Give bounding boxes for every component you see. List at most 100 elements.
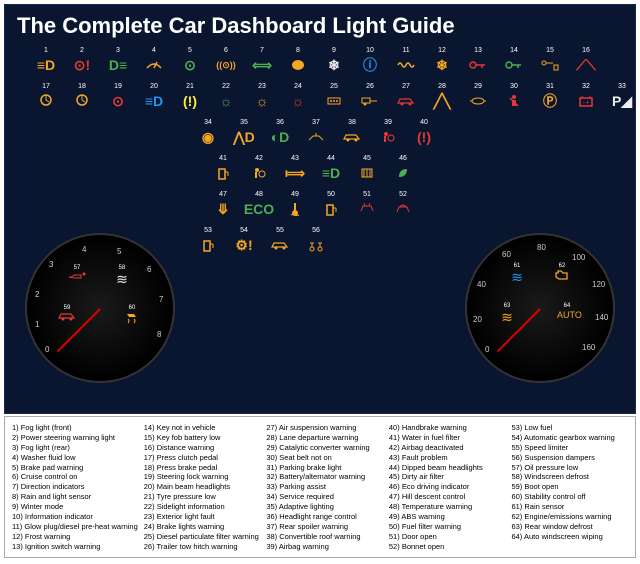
dash-icon-24: 24☼ (285, 83, 311, 111)
legend-item-12: 12) Frost warning (12, 532, 138, 541)
dash-icon-16: 16⟋⟍ (573, 47, 599, 75)
dash-icon-63: 63≋ (497, 303, 517, 326)
dash-icon-5: 5⊙ (177, 47, 203, 75)
legend-item-13: 13) Ignition switch warning (12, 542, 138, 551)
legend-item-48: 48) Temperature warning (389, 502, 506, 511)
legend-item-17: 17) Press clutch pedal (144, 453, 261, 462)
legend-item-64: 64) Auto windscreen wiping (511, 532, 628, 541)
icon-grid: 0123456785758≋5960 020406080100120140160… (5, 43, 635, 403)
tachometer-gauge: 0123456785758≋5960 (25, 233, 175, 383)
dash-icon-8: 8 (285, 47, 311, 75)
legend-item-58: 58) Windscreen defrost (511, 472, 628, 481)
dash-icon-57: 57 (67, 265, 87, 281)
legend-item-9: 9) Winter mode (12, 502, 138, 511)
gauge-tick: 120 (592, 280, 605, 289)
dash-icon-11: 11 (393, 47, 419, 75)
legend-item-35: 35) Adaptive lighting (266, 502, 383, 511)
legend-item-54: 54) Automatic gearbox warning (511, 433, 628, 442)
legend-item-40: 40) Handbrake warning (389, 423, 506, 432)
dash-icon-7: 7⟺ (249, 47, 275, 75)
dash-icon-62: 62 (552, 263, 572, 281)
dash-icon-14: 14 (501, 47, 527, 75)
dash-icon-12: 12❄ (429, 47, 455, 75)
legend-item-44: 44) Dipped beam headlights (389, 463, 506, 472)
legend-item-36: 36) Headlight range control (266, 512, 383, 521)
legend-item-39: 39) Airbag warning (266, 542, 383, 551)
legend-item-63: 63) Rear window defrost (511, 522, 628, 531)
legend-item-49: 49) ABS warning (389, 512, 506, 521)
legend-item-1: 1) Fog light (front) (12, 423, 138, 432)
gauge-tick: 7 (159, 295, 163, 304)
dash-icon-37: 37 (303, 119, 329, 147)
dash-icon-47: 47⤋ (210, 191, 236, 219)
dash-icon-46: 46 (390, 155, 416, 183)
gauge-tick: 20 (473, 315, 482, 324)
dash-icon-19: 19⊙ (105, 83, 131, 111)
legend-item-2: 2) Power steering warning light (12, 433, 138, 442)
dash-icon-32: 32- + (573, 83, 599, 111)
legend-item-33: 33) Parking assist (266, 482, 383, 491)
gauge-tick: 6 (147, 265, 151, 274)
dash-icon-49: 49 (282, 191, 308, 219)
dash-icon-27: 27 (393, 83, 419, 111)
dash-icon-39: 39 (375, 119, 401, 147)
dash-icon-10: 10ⓘ (357, 47, 383, 75)
legend-table: 1) Fog light (front)2) Power steering wa… (4, 416, 636, 558)
legend-item-20: 20) Main beam headlights (144, 482, 261, 491)
gauge-tick: 2 (35, 290, 39, 299)
infographic-container: The Complete Car Dashboard Light Guide 0… (0, 0, 640, 564)
dash-icon-30: 30 (501, 83, 527, 111)
dash-icon-26: 26 (357, 83, 383, 111)
legend-column: 14) Key not in vehicle15) Key fob batter… (141, 423, 264, 551)
dash-icon-60: 60 (122, 305, 142, 327)
legend-item-32: 32) Battery/alternator warning (266, 472, 383, 481)
dash-icon-59: 59 (57, 305, 77, 321)
legend-item-14: 14) Key not in vehicle (144, 423, 261, 432)
legend-item-24: 24) Brake lights warning (144, 522, 261, 531)
dash-icon-45: 45 (354, 155, 380, 183)
legend-column: 27) Air suspension warning28) Lane depar… (263, 423, 386, 551)
legend-item-46: 46) Eco driving indicator (389, 482, 506, 491)
gauge-tick: 60 (502, 250, 511, 259)
speedometer-gauge: 02040608010012014016061≋6263≋64AUTO (465, 233, 615, 383)
legend-item-15: 15) Key fob battery low (144, 433, 261, 442)
gauge-tick: 8 (157, 330, 161, 339)
dash-icon-31: 31Ⓟ (537, 83, 563, 111)
dash-icon-54: 54⚙! (231, 227, 257, 255)
legend-item-50: 50) Fuel filter warning (389, 522, 506, 531)
dash-icon-61: 61≋ (507, 263, 527, 286)
legend-column: 1) Fog light (front)2) Power steering wa… (9, 423, 141, 551)
legend-item-37: 37) Rear spoiler warning (266, 522, 383, 531)
legend-item-42: 42) Airbag deactivated (389, 443, 506, 452)
dash-icon-9: 9❄ (321, 47, 347, 75)
legend-item-19: 19) Steering lock warning (144, 472, 261, 481)
dash-icon-56: 56 (303, 227, 329, 255)
legend-item-56: 56) Suspension dampers (511, 453, 628, 462)
legend-item-25: 25) Diesel particulate filter warning (144, 532, 261, 541)
legend-item-7: 7) Direction indicators (12, 482, 138, 491)
gauge-tick: 5 (117, 247, 121, 256)
gauge-tick: 100 (572, 253, 585, 262)
dash-icon-35: 35⋀D (231, 119, 257, 147)
dash-icon-33: 33P◢ (609, 83, 635, 111)
dash-icon-25: 25 (321, 83, 347, 111)
legend-item-18: 18) Press brake pedal (144, 463, 261, 472)
legend-item-53: 53) Low fuel (511, 423, 628, 432)
legend-item-47: 47) Hill descent control (389, 492, 506, 501)
dash-icon-29: 29 (465, 83, 491, 111)
legend-item-16: 16) Distance warning (144, 443, 261, 452)
dash-icon-34: 34◉ (195, 119, 221, 147)
legend-item-21: 21) Tyre pressure low (144, 492, 261, 501)
gauge-tick: 0 (45, 345, 49, 354)
dash-icon-42: 42 (246, 155, 272, 183)
dash-icon-4: 4 (141, 47, 167, 75)
dash-icon-43: 43⟾ (282, 155, 308, 183)
svg-text:- +: - + (583, 100, 589, 106)
dash-icon-51: 51 (354, 191, 380, 219)
gauge-tick: 80 (537, 243, 546, 252)
dash-icon-36: 36◐D (267, 119, 293, 147)
dash-icon-22: 22☼ (213, 83, 239, 111)
gauge-tick: 1 (35, 320, 39, 329)
dash-icon-55: 55 (267, 227, 293, 255)
legend-item-23: 23) Exterior light fault (144, 512, 261, 521)
